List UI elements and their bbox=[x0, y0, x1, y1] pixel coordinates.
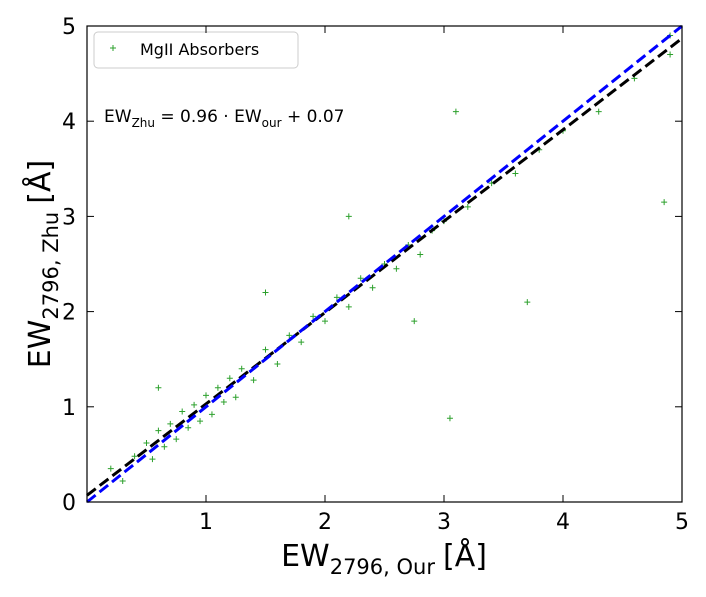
legend-box bbox=[93, 31, 299, 69]
x-tick-label: 4 bbox=[556, 510, 570, 535]
data-point bbox=[661, 199, 668, 206]
data-point bbox=[345, 303, 352, 310]
data-point bbox=[232, 394, 239, 401]
x-tick-label: 3 bbox=[437, 510, 451, 535]
y-tick-label: 0 bbox=[62, 491, 76, 516]
data-point bbox=[512, 170, 519, 177]
annotation-sub: Zhu bbox=[132, 116, 155, 130]
data-point bbox=[417, 251, 424, 258]
annotation-sub: our bbox=[262, 116, 282, 130]
y-label-sub: 2796, Zhu bbox=[39, 212, 63, 320]
y-tick-label: 3 bbox=[62, 205, 76, 230]
x-axis-label: EW2796, Our [Å] bbox=[281, 538, 487, 579]
x-tick-label: 2 bbox=[318, 510, 332, 535]
x-label-unit: [Å] bbox=[443, 538, 487, 574]
data-point bbox=[446, 415, 453, 422]
annotation-text: EW bbox=[104, 107, 132, 127]
data-point bbox=[464, 203, 471, 210]
fit-line bbox=[86, 24, 683, 504]
plot-area bbox=[86, 24, 683, 504]
data-point bbox=[369, 284, 376, 291]
legend-label: MgII Absorbers bbox=[140, 40, 259, 59]
annotation-text: + 0.07 bbox=[282, 107, 345, 127]
data-point bbox=[238, 365, 245, 372]
data-point bbox=[452, 108, 459, 115]
legend: MgII Absorbers bbox=[93, 31, 299, 69]
y-label-main: EW bbox=[23, 320, 58, 369]
data-point bbox=[203, 392, 209, 399]
data-point bbox=[262, 289, 269, 296]
data-point bbox=[298, 339, 305, 346]
data-point bbox=[310, 313, 317, 320]
annotation: EWZhu = 0.96 · EWour + 0.07 bbox=[104, 107, 344, 130]
data-point bbox=[667, 51, 674, 58]
data-point bbox=[149, 456, 156, 463]
data-point bbox=[167, 420, 174, 427]
data-point bbox=[119, 478, 126, 485]
data-point bbox=[226, 375, 233, 382]
data-point bbox=[286, 332, 293, 339]
data-point bbox=[155, 427, 162, 434]
data-point bbox=[161, 443, 168, 450]
data-point bbox=[262, 346, 269, 353]
data-point bbox=[333, 294, 340, 301]
data-point bbox=[131, 453, 138, 460]
data-point bbox=[179, 408, 186, 415]
data-point bbox=[393, 265, 400, 272]
y-tick-label: 4 bbox=[62, 110, 76, 135]
x-tick-label: 5 bbox=[675, 510, 689, 535]
data-point bbox=[322, 318, 328, 325]
data-point bbox=[185, 424, 192, 431]
y-tick-label: 1 bbox=[62, 396, 76, 421]
data-point bbox=[208, 411, 215, 418]
data-point bbox=[411, 318, 418, 325]
data-point bbox=[250, 377, 257, 384]
data-point bbox=[357, 275, 364, 282]
x-label-sub: 2796, Our bbox=[330, 555, 436, 579]
fit-line bbox=[86, 37, 683, 497]
data-point bbox=[595, 108, 602, 115]
data-point bbox=[143, 439, 150, 446]
x-label-main: EW bbox=[281, 539, 330, 574]
data-point bbox=[107, 465, 114, 472]
y-tick-label: 5 bbox=[62, 15, 76, 40]
data-point bbox=[345, 213, 352, 220]
data-point bbox=[220, 399, 227, 406]
legend-marker bbox=[110, 45, 116, 51]
data-point bbox=[214, 384, 221, 391]
data-point bbox=[191, 401, 198, 408]
data-point bbox=[197, 418, 204, 425]
y-label-unit: [Å] bbox=[22, 160, 58, 204]
x-tick-label: 1 bbox=[199, 510, 213, 535]
data-point bbox=[524, 299, 531, 306]
data-point bbox=[155, 384, 162, 391]
y-axis-label: EW2796, Zhu [Å] bbox=[22, 160, 63, 368]
axes-frame bbox=[86, 25, 683, 503]
y-tick-label: 2 bbox=[62, 301, 76, 326]
data-point bbox=[173, 436, 180, 443]
annotation-text: = 0.96 · EW bbox=[155, 107, 262, 127]
data-point bbox=[274, 360, 281, 367]
